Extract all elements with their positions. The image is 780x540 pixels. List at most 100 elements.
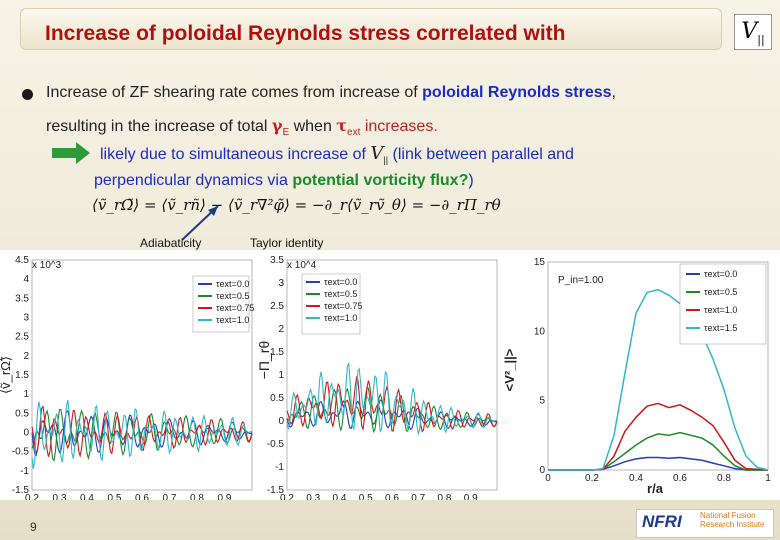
line-3b: (link between parallel and (388, 146, 574, 163)
chart-1-legend-label: τext=1.0 (216, 315, 249, 325)
green-arrow-icon (52, 142, 90, 164)
chart-3-legend-label: τext=0.0 (704, 269, 737, 279)
chart-1-series-line (31, 400, 253, 469)
chart-1-ytick: 4 (23, 274, 29, 285)
chart-2-xtick: 0.5 (359, 493, 373, 500)
chart-3-ytick: 5 (539, 396, 545, 407)
equation: ⟨ṽ_rΩ̃⟩ = ⟨ṽ_rñ⟩ − ⟨ṽ_r∇²φ̃⟩ = −∂_r⟨ṽ_rṽ… (92, 196, 501, 214)
chart-2-ytick: -1.5 (267, 485, 285, 496)
bullet-text-1b: poloidal Reynolds stress (422, 84, 612, 101)
line-3a: likely due to simultaneous increase of (100, 146, 371, 163)
title-bar (20, 8, 722, 50)
bullet-icon (22, 89, 33, 100)
logo-line-2: Research Institute (700, 520, 765, 529)
adiabaticity-label: Adiabaticity (140, 236, 202, 250)
chart-2-frame (286, 259, 498, 491)
chart-1-frame (31, 259, 253, 491)
chart-3-xlabel: r/a (647, 481, 664, 496)
chart-1-ytick: 1 (23, 389, 29, 400)
chart-1-ytick: 3.5 (15, 293, 29, 304)
vpar-formula: V (370, 143, 384, 164)
chart-1-ytick: 2.5 (15, 332, 29, 343)
chart-1-series-line (31, 408, 253, 462)
chart-2-xtick: 0.6 (385, 493, 399, 500)
chart-1-xtick: 0.8 (190, 493, 204, 500)
adiabaticity-arrow-icon (181, 205, 219, 241)
chart-2: −Π_rθ x 10^4 -1.5-1-0.500.511.522.533.5 … (256, 255, 498, 500)
chart-2-series-line (286, 375, 498, 433)
chart-2-legend-label: τext=0.75 (324, 301, 362, 311)
chart-3-legend (679, 263, 767, 345)
chart-3-xtick: 0.2 (585, 473, 599, 484)
bullet-line-2: resulting in the increase of total γE wh… (46, 116, 438, 138)
chart-2-ytick: 1.5 (270, 347, 284, 358)
gamma-symbol: γ (271, 116, 283, 135)
chart-3-legend-label: τext=1.5 (704, 323, 737, 333)
chart-1-xtick: 0.2 (25, 493, 39, 500)
title-formula-image: V|| (734, 14, 772, 50)
chart-1-ytick: -0.5 (12, 447, 30, 458)
chart-3-xtick: 0.6 (673, 473, 687, 484)
chart-3-series-line (548, 288, 769, 471)
chart-1: ⟨ṽ_rΩ̃⟩ x 10^3 -1.5 -1 -0.5 0 0.5 1 1.5 2 2.5 3 3.… (0, 255, 254, 500)
chart-3-ylabel: <V²_||> (502, 348, 517, 391)
chart-2-ytick: 0 (278, 416, 284, 427)
chart-1-ytick: 3 (23, 313, 29, 324)
chart-3: <V²_||> r/a P_in=1.00 0 5 10 15 0 0.2 0.4 0.6 0… (502, 257, 771, 496)
tau-symbol: τ (336, 116, 348, 135)
chart-1-ytick: 0.5 (15, 408, 29, 419)
vpar-sub: || (383, 155, 389, 166)
bullet-line-1: Increase of ZF shearing rate comes from … (46, 84, 616, 102)
chart-2-xtick: 0.4 (333, 493, 347, 500)
chart-1-ytick: 0 (23, 428, 29, 439)
chart-2-ylabel: −Π_rθ (256, 341, 272, 380)
chart-3-xtick: 0.4 (629, 473, 643, 484)
chart-2-multiplier: x 10^4 (287, 260, 317, 271)
chart-2-legend (301, 273, 361, 335)
chart-2-legend-label: τext=0.0 (324, 277, 357, 287)
bullet-text-2a: resulting in the increase of total (46, 118, 272, 135)
chart-3-frame (547, 261, 769, 471)
chart-1-ytick: -1.5 (12, 485, 30, 496)
chart-1-legend (192, 275, 250, 333)
chart-2-ytick: -1 (275, 462, 284, 473)
chart-1-xtick: 0.9 (218, 493, 232, 500)
line-3: likely due to simultaneous increase of V… (100, 143, 574, 165)
chart-1-ytick: -1 (20, 466, 29, 477)
logo-subtitle: National Fusion Research Institute (700, 511, 772, 529)
chart-2-ytick: 3.5 (270, 255, 284, 266)
bullet-text-2c: when (289, 118, 337, 135)
logo-box (636, 509, 774, 538)
line-4: perpendicular dynamics via potential vor… (94, 172, 474, 190)
bullet-text-2e: increases. (360, 118, 438, 135)
chart-1-xtick: 0.4 (80, 493, 94, 500)
bullet-text-1c: , (611, 84, 616, 101)
chart-3-ytick: 15 (534, 257, 546, 268)
chart-2-ytick: 2 (278, 324, 284, 335)
nfri-logo: NFRI (642, 512, 682, 531)
chart-1-ytick: 2 (23, 351, 29, 362)
chart-2-series-line (286, 361, 498, 436)
chart-1-legend-label: τext=0.5 (216, 291, 249, 301)
chart-1-legend-label: τext=0.75 (216, 303, 254, 313)
chart-2-xtick: 0.3 (306, 493, 320, 500)
chart-1-ytick: 1.5 (15, 370, 29, 381)
chart-3-ytick: 10 (534, 326, 546, 337)
chart-3-legend-label: τext=0.5 (704, 287, 737, 297)
chart-3-xtick: 0.8 (717, 473, 731, 484)
taylor-identity-label: Taylor identity (250, 236, 324, 250)
line-4c: ) (468, 172, 474, 189)
chart-3-ytick: 0 (539, 465, 545, 476)
chart-2-legend-label: τext=1.0 (324, 313, 357, 323)
page-number: 9 (30, 520, 37, 534)
slide-title: Increase of poloidal Reynolds stress cor… (45, 22, 566, 45)
chart-3-legend-label: τext=1.0 (704, 305, 737, 315)
chart-1-xtick: 0.7 (163, 493, 177, 500)
tau-sub: ext (347, 127, 361, 139)
charts-background (0, 250, 780, 500)
chart-2-xtick: 0.2 (280, 493, 294, 500)
chart-2-ytick: 3 (278, 278, 284, 289)
chart-2-xtick: 0.9 (464, 493, 478, 500)
chart-2-xtick: 0.7 (411, 493, 425, 500)
title-formula-v: V (741, 19, 758, 44)
